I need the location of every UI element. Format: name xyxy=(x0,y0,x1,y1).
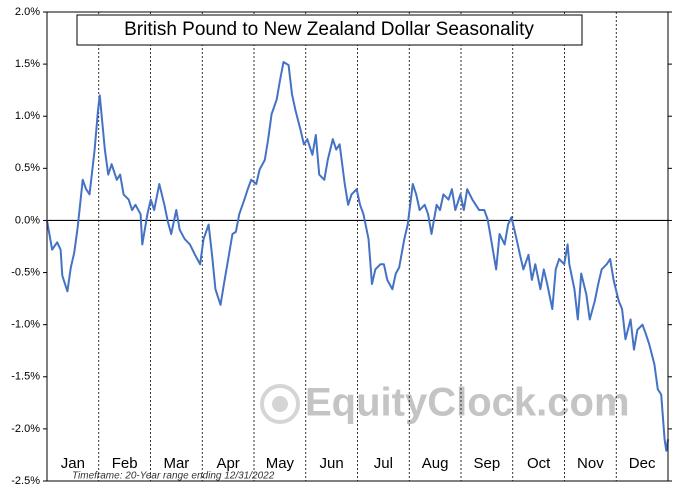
x-tick-label: Jul xyxy=(374,455,393,472)
y-tick-label: -0.5% xyxy=(11,266,40,278)
y-tick-label: -1.5% xyxy=(11,371,40,383)
x-tick-label: Oct xyxy=(527,455,551,472)
x-tick-label: Nov xyxy=(577,455,604,472)
x-tick-label: Mar xyxy=(163,455,189,472)
x-tick-label: Dec xyxy=(629,455,656,472)
x-tick-label: Jan xyxy=(61,455,85,472)
series-line xyxy=(46,61,669,452)
watermark: EquityClock.com xyxy=(305,381,630,425)
y-tick-label: 1.5% xyxy=(15,58,40,70)
x-tick-label: Sep xyxy=(474,455,501,472)
x-tick-label: Aug xyxy=(422,455,449,472)
y-tick-label: -2.5% xyxy=(11,475,40,487)
x-tick-label: Feb xyxy=(112,455,138,472)
x-tick-label: Apr xyxy=(216,455,239,472)
y-tick-label: 0.5% xyxy=(15,162,40,174)
y-tick-label: -2.0% xyxy=(11,423,40,435)
y-tick-label: 2.0% xyxy=(15,6,40,18)
title-box xyxy=(76,14,583,46)
watermark-circle xyxy=(260,384,300,424)
footnote: Timeframe: 20-Year range ending 12/31/20… xyxy=(72,471,275,482)
x-tick-label: May xyxy=(266,455,295,472)
y-tick-label: 0.0% xyxy=(15,214,40,226)
y-tick-label: 1.0% xyxy=(15,110,40,122)
y-tick-label: -1.0% xyxy=(11,319,40,331)
chart-title: British Pound to New Zealand Dollar Seas… xyxy=(124,19,534,40)
watermark-logo xyxy=(260,384,300,424)
plot-area: Jan Feb Mar Apr May Jun Jul Aug Sep Oct Nov Dec 2.0%… xyxy=(11,6,672,487)
x-tick-label: Jun xyxy=(320,455,344,472)
plot-border xyxy=(46,11,669,482)
watermark-dot xyxy=(272,396,288,412)
